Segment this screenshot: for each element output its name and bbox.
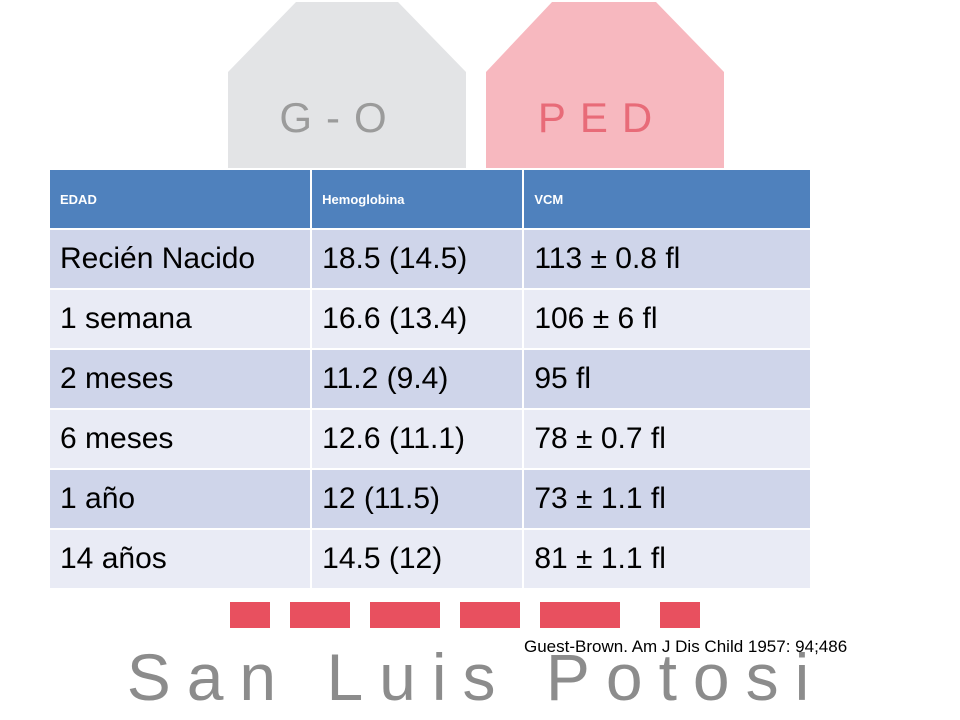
pink-badge (486, 2, 724, 168)
header-row: EDAD Hemoglobina VCM (47, 168, 812, 230)
table-row: 1 año 12 (11.5) 73 ± 1.1 fl (47, 468, 812, 530)
table-cell: 73 ± 1.1 fl (522, 468, 812, 530)
table-row: 14 años 14.5 (12) 81 ± 1.1 fl (47, 528, 812, 590)
table-cell: 81 ± 1.1 fl (522, 528, 812, 590)
table-cell: 12 (11.5) (310, 468, 525, 530)
table-cell: 2 meses (47, 348, 313, 410)
table-cell: 12.6 (11.1) (310, 408, 525, 470)
header-cell: Hemoglobina (310, 168, 525, 230)
table-row: 1 semana 16.6 (13.4) 106 ± 6 fl (47, 288, 812, 350)
table-cell: 1 semana (47, 288, 313, 350)
red-letters (230, 602, 700, 628)
header-cell: EDAD (47, 168, 313, 230)
table-cell: 14 años (47, 528, 313, 590)
badge-text: PED (538, 94, 666, 141)
table-row: Recién Nacido 18.5 (14.5) 113 ± 0.8 fl (47, 228, 812, 290)
data-table: EDAD Hemoglobina VCM Recién Nacido 18.5 (14… (47, 168, 812, 590)
citation: Guest-Brown. Am J Dis Child 1957: 94;486 (524, 637, 848, 656)
footer-logo: San Luis Potosi (127, 640, 826, 714)
header-cell: VCM (522, 168, 812, 230)
table-cell: 113 ± 0.8 fl (522, 228, 812, 290)
table-row: 2 meses 11.2 (9.4) 95 fl (47, 348, 812, 410)
table-cell: 6 meses (47, 408, 313, 470)
badge-text: G-O (279, 94, 400, 141)
table-cell: 1 año (47, 468, 313, 530)
table-cell: 11.2 (9.4) (310, 348, 525, 410)
table-cell: 106 ± 6 fl (522, 288, 812, 350)
table-row: 6 meses 12.6 (11.1) 78 ± 0.7 fl (47, 408, 812, 470)
table-cell: 95 fl (522, 348, 812, 410)
table-cell: 18.5 (14.5) (310, 228, 525, 290)
table-cell: 16.6 (13.4) (310, 288, 525, 350)
gray-badge (228, 2, 466, 168)
table-cell: 14.5 (12) (310, 528, 525, 590)
table-cell: Recién Nacido (47, 228, 313, 290)
table-cell: 78 ± 0.7 fl (522, 408, 812, 470)
